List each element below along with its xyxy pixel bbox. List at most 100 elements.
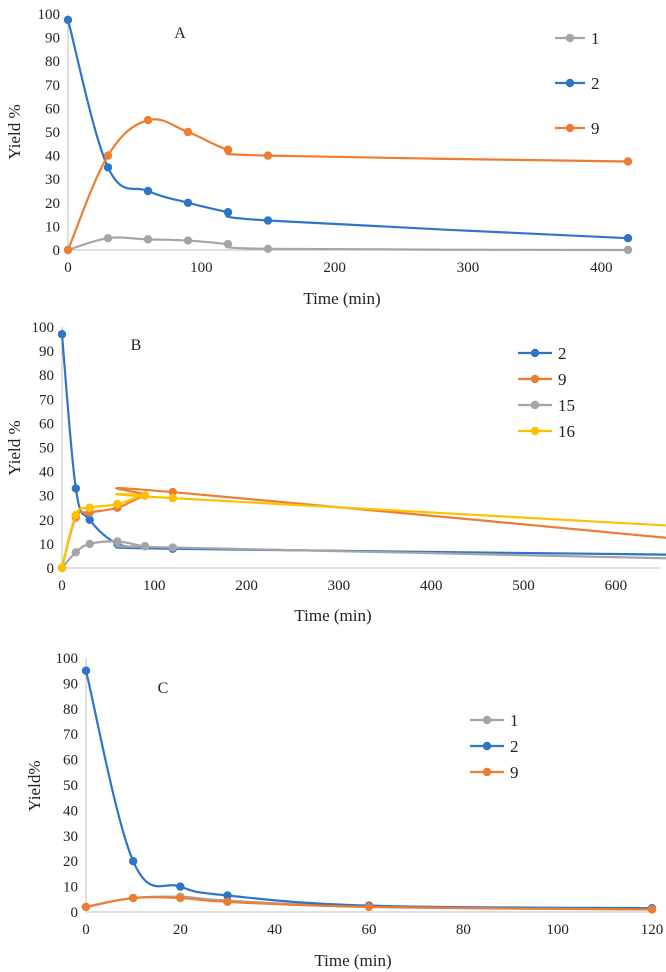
data-point <box>71 484 81 493</box>
x-tick-label: 300 <box>328 578 351 594</box>
legend-entry-1: 1 <box>470 711 519 730</box>
x-tick-label: 400 <box>590 260 613 276</box>
data-point <box>128 857 138 866</box>
data-point <box>57 563 67 573</box>
y-axis-label: Yield % <box>5 104 24 159</box>
series-line <box>84 670 653 910</box>
data-point <box>57 330 67 339</box>
data-point <box>168 487 177 497</box>
legend-label: 9 <box>591 119 600 138</box>
y-tick-label: 30 <box>39 489 54 505</box>
data-point <box>223 145 233 154</box>
legend-entry-9: 9 <box>555 119 600 138</box>
x-tick-label: 100 <box>190 260 213 276</box>
data-point <box>140 542 150 551</box>
data-point <box>263 151 273 160</box>
series-1 <box>63 234 633 255</box>
y-tick-label: 50 <box>45 125 60 141</box>
x-tick-label: 20 <box>173 922 188 938</box>
y-tick-label: 100 <box>56 651 79 667</box>
y-tick-label: 0 <box>47 561 55 577</box>
x-tick-label: 600 <box>605 578 628 594</box>
y-tick-label: 90 <box>63 676 78 692</box>
legend-label: 2 <box>558 344 567 363</box>
data-point <box>85 539 94 549</box>
y-tick-label: 90 <box>45 31 60 47</box>
legend-marker <box>565 33 575 43</box>
y-tick-label: 100 <box>32 320 55 336</box>
data-point <box>183 198 193 207</box>
series-9 <box>57 487 666 573</box>
data-point <box>168 543 177 552</box>
y-tick-label: 80 <box>45 54 60 70</box>
series-9 <box>81 893 657 914</box>
data-point <box>143 235 153 244</box>
legend-entry-9: 9 <box>518 370 567 389</box>
data-point <box>81 902 91 912</box>
series-line <box>67 236 629 252</box>
y-tick-label: 60 <box>63 753 78 769</box>
panel-letter: A <box>174 25 186 42</box>
panel-letter: C <box>158 680 169 697</box>
y-tick-label: 70 <box>39 392 54 408</box>
y-tick-label: 40 <box>39 465 54 481</box>
data-point <box>176 893 185 903</box>
data-point <box>103 163 113 172</box>
x-tick-label: 0 <box>82 922 90 938</box>
series-line <box>66 118 629 251</box>
series-15 <box>57 537 666 573</box>
data-point <box>263 244 273 254</box>
series-16 <box>57 491 666 573</box>
data-point <box>63 245 73 255</box>
legend-label: 2 <box>510 737 519 756</box>
y-tick-label: 100 <box>38 7 61 23</box>
x-tick-label: 200 <box>323 260 346 276</box>
x-axis-label: Time (min) <box>303 289 380 308</box>
y-tick-label: 80 <box>63 702 78 718</box>
legend-marker <box>530 400 540 410</box>
data-point <box>85 515 94 524</box>
y-tick-label: 10 <box>45 219 60 235</box>
legend-entry-9: 9 <box>470 763 519 782</box>
legend-label: 1 <box>510 711 519 730</box>
x-tick-label: 100 <box>546 922 569 938</box>
data-point <box>176 882 185 891</box>
y-tick-label: 0 <box>53 243 61 259</box>
y-tick-label: 90 <box>39 344 54 360</box>
x-tick-label: 0 <box>58 578 66 594</box>
data-point <box>103 151 113 160</box>
y-tick-label: 10 <box>63 880 78 896</box>
data-point <box>71 548 81 557</box>
data-point <box>223 208 233 217</box>
y-tick-label: 50 <box>63 778 78 794</box>
data-point <box>168 493 177 503</box>
y-tick-label: 50 <box>39 441 54 457</box>
data-point <box>113 537 122 546</box>
y-tick-label: 60 <box>39 416 54 432</box>
legend-marker <box>482 767 492 777</box>
y-tick-label: 70 <box>45 78 60 94</box>
x-tick-label: 120 <box>641 922 664 938</box>
chart-panel-a: 0 10 20 30 40 50 60 70 80 90 100 0 100 200 300 400 Time … <box>5 7 633 308</box>
y-tick-label: 70 <box>63 727 78 743</box>
legend-entry-16: 16 <box>518 422 575 441</box>
y-axis-label: Yield % <box>5 420 24 475</box>
x-tick-label: 400 <box>420 578 443 594</box>
y-tick-label: 30 <box>45 172 60 188</box>
legend-marker <box>482 715 492 725</box>
legend-entry-15: 15 <box>518 396 575 415</box>
legend-entry-2: 2 <box>555 74 600 93</box>
legend-label: 9 <box>510 763 519 782</box>
y-tick-label: 40 <box>45 149 60 165</box>
series-line <box>66 19 629 240</box>
x-tick-label: 100 <box>143 578 166 594</box>
series-line <box>60 334 666 556</box>
y-tick-label: 20 <box>39 513 54 529</box>
legend-marker <box>565 123 575 133</box>
legend-label: 2 <box>591 74 600 93</box>
y-tick-label: 80 <box>39 368 54 384</box>
data-point <box>623 157 633 166</box>
series-2 <box>63 15 633 243</box>
legend-label: 15 <box>558 396 575 415</box>
